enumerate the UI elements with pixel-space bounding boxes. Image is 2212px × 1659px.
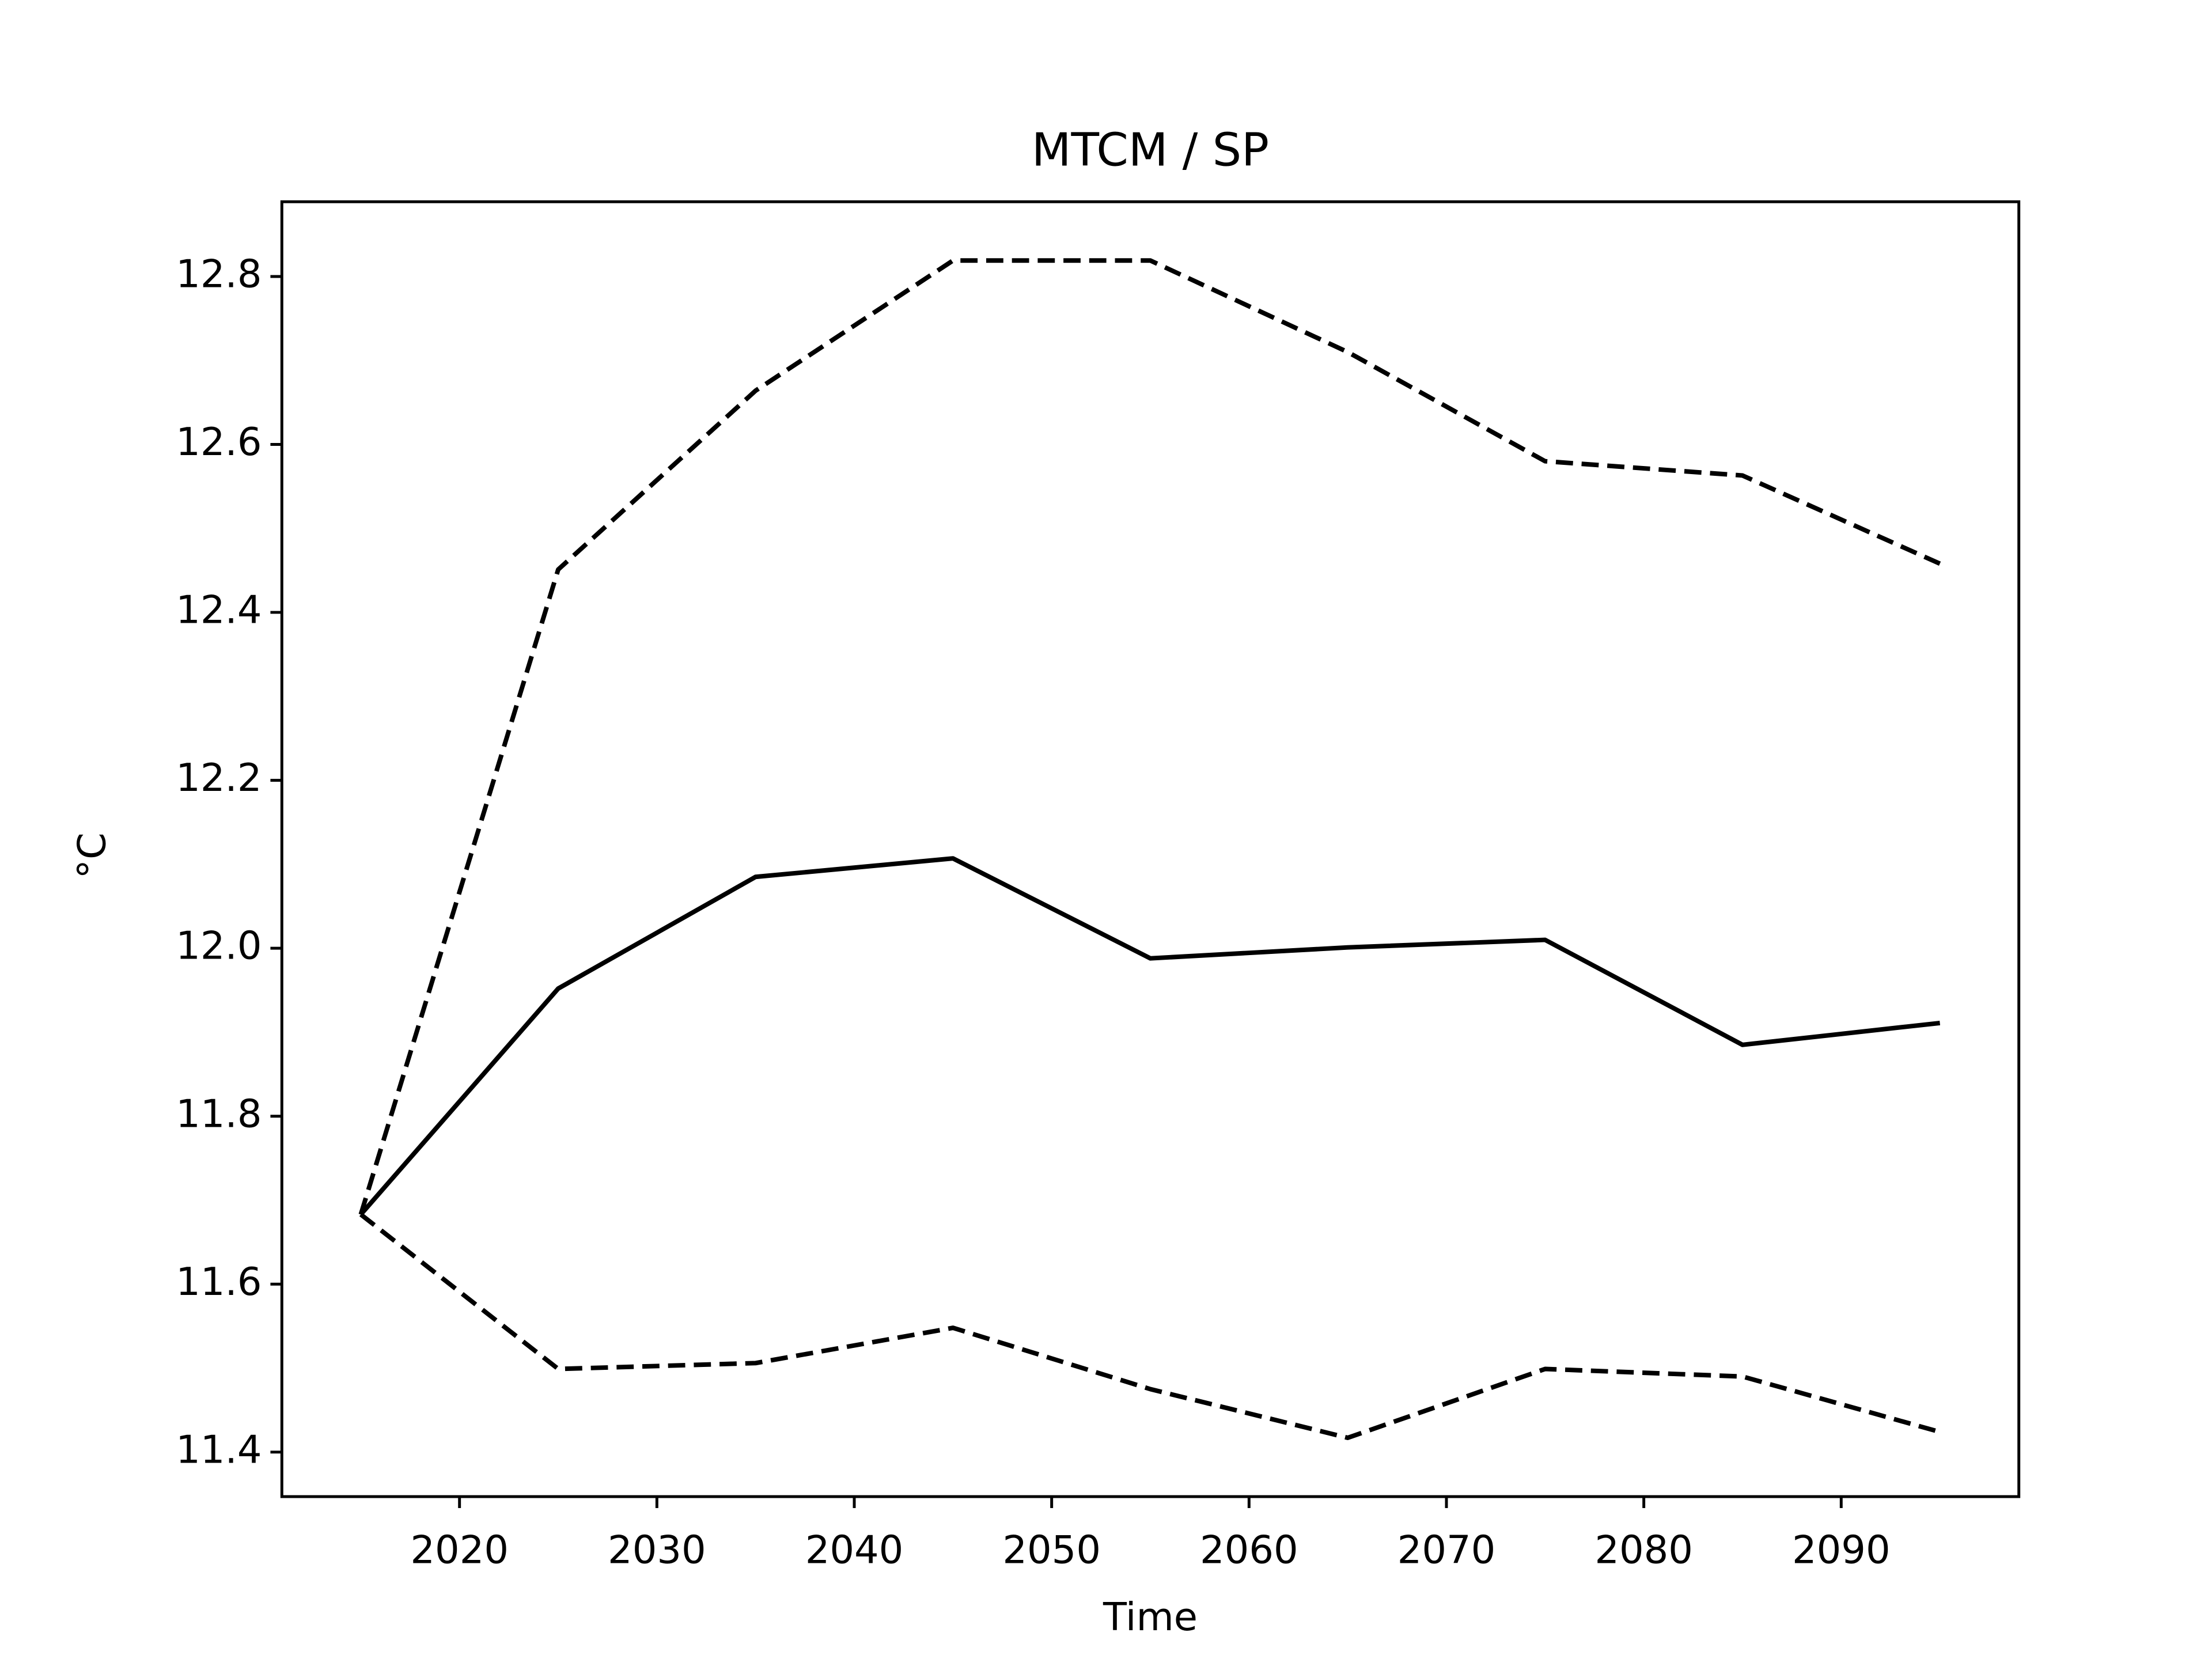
x-tick-label: 2050: [1002, 1528, 1101, 1573]
x-tick-label: 2080: [1594, 1528, 1693, 1573]
y-axis-label: °C: [69, 832, 114, 878]
y-tick-label: 12.2: [176, 755, 262, 800]
chart-title: MTCM / SP: [1032, 123, 1269, 177]
y-tick-label: 11.6: [176, 1259, 262, 1304]
x-tick-label: 2040: [805, 1528, 904, 1573]
x-tick-label: 2020: [410, 1528, 509, 1573]
x-tick-label: 2060: [1200, 1528, 1298, 1573]
y-tick-label: 11.4: [176, 1427, 262, 1472]
y-tick-label: 11.8: [176, 1091, 262, 1136]
y-tick-label: 12.6: [176, 419, 262, 464]
y-tick-label: 12.4: [176, 588, 262, 632]
line-series: [358, 258, 1941, 1215]
x-tick-label: 2070: [1397, 1528, 1496, 1573]
y-tick-label: 12.8: [176, 252, 262, 297]
line-series: [359, 856, 1941, 1216]
line-series: [359, 1213, 1941, 1441]
x-tick-label: 2030: [608, 1528, 706, 1573]
y-tick-label: 12.0: [176, 923, 262, 968]
plot-frame: [280, 200, 2021, 1498]
x-axis-label: Time: [1103, 1594, 1198, 1639]
x-tick-label: 2090: [1792, 1528, 1891, 1573]
